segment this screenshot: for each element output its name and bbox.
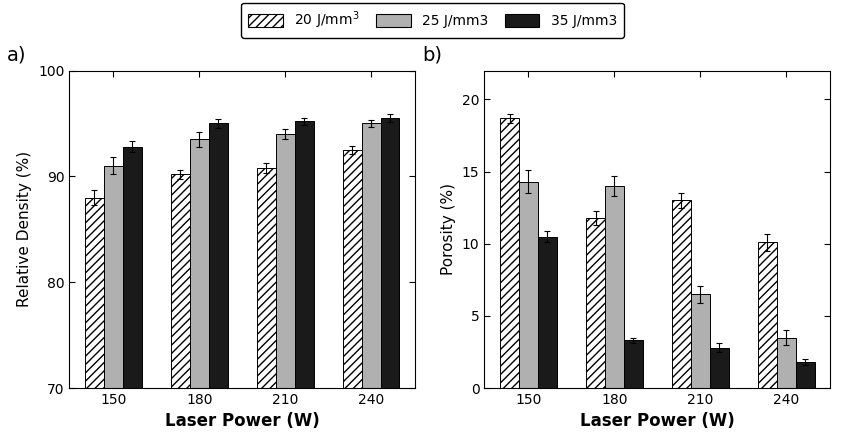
Bar — [624, 340, 643, 388]
X-axis label: Laser Power (W): Laser Power (W) — [165, 412, 319, 430]
Bar — [796, 362, 815, 388]
Bar — [519, 182, 538, 388]
Bar — [171, 174, 189, 388]
Text: b): b) — [422, 45, 442, 64]
Bar — [189, 139, 208, 388]
Bar — [538, 236, 557, 388]
Y-axis label: Porosity (%): Porosity (%) — [441, 183, 457, 275]
Bar — [295, 121, 313, 388]
Bar — [104, 166, 123, 388]
Bar — [123, 147, 142, 388]
Bar — [276, 134, 295, 388]
Legend: 20 J/mm$^3$, 25 J/mm3, 35 J/mm3: 20 J/mm$^3$, 25 J/mm3, 35 J/mm3 — [241, 3, 624, 38]
Bar — [710, 348, 728, 388]
Bar — [691, 294, 710, 388]
X-axis label: Laser Power (W): Laser Power (W) — [580, 412, 734, 430]
Bar — [343, 150, 362, 388]
Bar — [777, 337, 796, 388]
Bar — [586, 218, 605, 388]
Bar — [672, 201, 691, 388]
Bar — [381, 118, 400, 388]
Text: a): a) — [7, 45, 27, 64]
Bar — [758, 242, 777, 388]
Bar — [208, 123, 227, 388]
Bar — [257, 168, 276, 388]
Bar — [500, 118, 519, 388]
Y-axis label: Relative Density (%): Relative Density (%) — [17, 151, 32, 307]
Bar — [85, 198, 104, 388]
Bar — [605, 186, 624, 388]
Bar — [362, 123, 381, 388]
